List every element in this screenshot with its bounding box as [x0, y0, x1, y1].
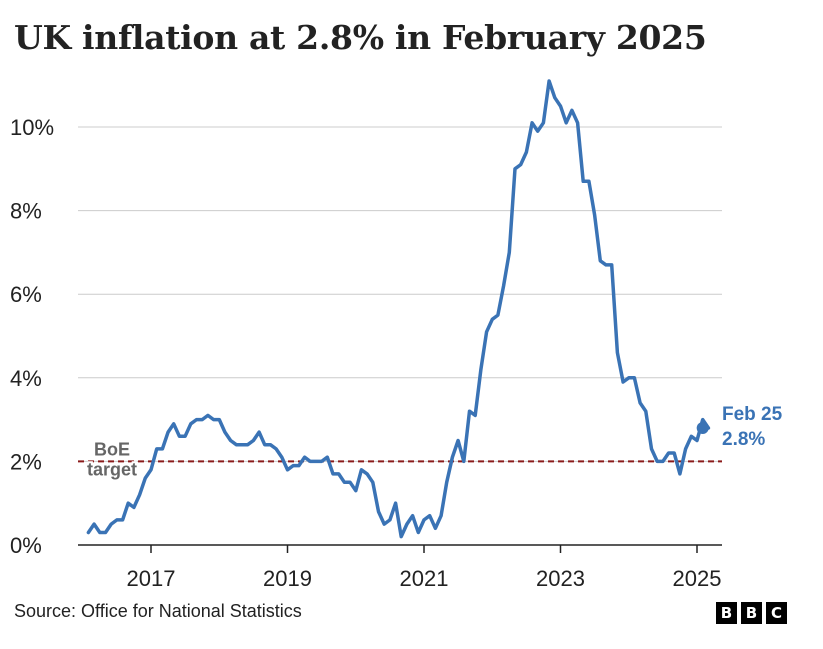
latest-point — [696, 421, 709, 434]
logo-letter: B — [716, 602, 737, 624]
x-tick-label: 2025 — [673, 566, 722, 591]
y-tick-label: 10% — [10, 115, 54, 140]
target-label: target — [87, 459, 137, 479]
y-tick-label: 6% — [10, 282, 42, 307]
x-tick-label: 2021 — [400, 566, 449, 591]
chart-title: UK inflation at 2.8% in February 2025 — [14, 18, 707, 57]
annotation: Feb 25 2.8% — [696, 404, 783, 450]
y-tick-label: 4% — [10, 366, 42, 391]
x-tick-label: 2023 — [536, 566, 585, 591]
annotation-label: 2.8% — [722, 429, 765, 450]
y-tick-label: 0% — [10, 533, 42, 558]
series-line — [86, 79, 711, 539]
gridlines — [78, 126, 722, 462]
source-note: Source: Office for National Statistics — [14, 601, 302, 621]
logo-letter: C — [766, 602, 787, 624]
logo-letter: B — [741, 602, 762, 624]
y-tick-label: 2% — [10, 449, 42, 474]
target-label: BoE — [94, 439, 130, 459]
y-tick-label: 8% — [10, 199, 42, 224]
axes: 0% 2% 4% 6% 8% 10% 2017 2019 2021 2023 2025 — [10, 115, 722, 591]
annotation-label: Feb 25 — [722, 404, 783, 425]
x-tick-label: 2019 — [263, 566, 312, 591]
bbc-logo: B B C — [716, 602, 787, 624]
x-tick-label: 2017 — [127, 566, 176, 591]
series-layer — [86, 79, 711, 539]
